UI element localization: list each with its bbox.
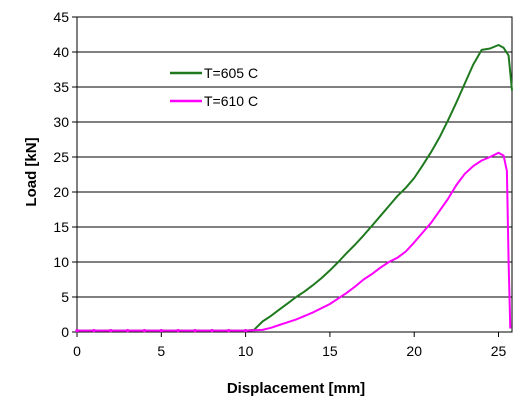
legend: T=605 C T=610 C — [170, 65, 258, 109]
x-tick-label-2: 10 — [238, 343, 254, 359]
x-tick-label-5: 25 — [491, 343, 507, 359]
y-tick-label-5: 25 — [53, 149, 69, 165]
plot-area — [76, 16, 513, 333]
gridlines — [77, 51, 512, 298]
series-group — [75, 44, 513, 333]
y-tick-label-1: 5 — [61, 289, 69, 305]
series-1-point-7 — [193, 329, 197, 333]
x-tick-label-3: 15 — [322, 343, 338, 359]
y-tick-label-3: 15 — [53, 219, 69, 235]
y-tick-label-2: 10 — [53, 254, 69, 270]
axis-ticks: 0 5 10 15 20 25 30 35 40 45 0 5 10 15 20 25 — [53, 9, 506, 359]
y-axis-title: Load [kN] — [23, 137, 40, 206]
x-axis-title: Displacement [mm] — [227, 380, 365, 397]
series-1-point-1 — [92, 329, 96, 333]
series-1-point-10 — [244, 329, 248, 333]
y-tick-label-6: 30 — [53, 114, 69, 130]
series-1-point-4 — [142, 329, 147, 333]
series-1-point-0 — [75, 329, 79, 333]
series-line-0 — [77, 44, 513, 332]
legend-label-0: T=605 C — [204, 65, 258, 81]
x-tick-label-0: 0 — [73, 343, 81, 359]
y-tick-label-0: 0 — [61, 324, 69, 340]
series-1-point-6 — [176, 329, 180, 333]
x-tick-label-4: 20 — [406, 343, 422, 359]
y-tick-label-9: 45 — [53, 9, 69, 25]
series-1-point-3 — [125, 329, 130, 333]
series-line-1 — [77, 151, 512, 332]
y-tick-label-4: 20 — [53, 184, 69, 200]
y-tick-label-7: 35 — [53, 79, 69, 95]
y-tick-label-8: 40 — [53, 44, 69, 60]
x-tick-label-1: 5 — [157, 343, 165, 359]
series-1-point-2 — [109, 329, 113, 333]
series-1-point-5 — [159, 329, 163, 333]
series-1-point-8 — [210, 329, 214, 333]
legend-label-1: T=610 C — [204, 93, 258, 109]
series-1-point-9 — [227, 329, 231, 333]
